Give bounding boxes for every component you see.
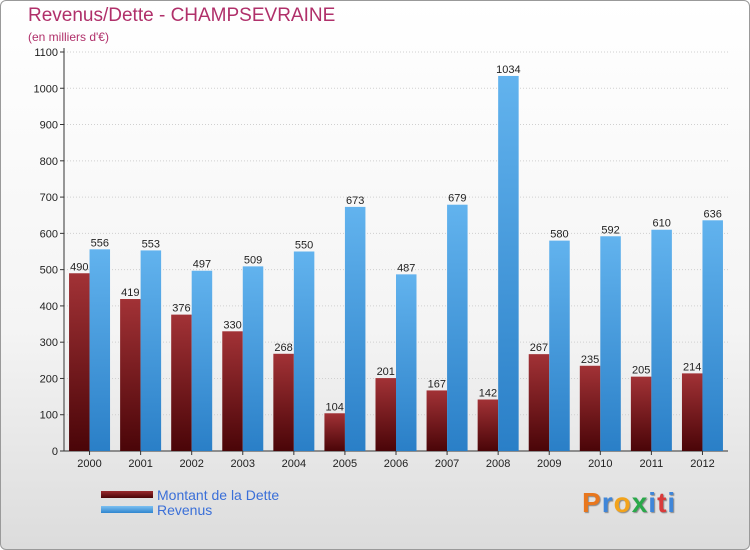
y-tick-label: 600 <box>40 228 58 240</box>
x-tick-label: 2006 <box>384 458 408 470</box>
bar-revenue <box>651 229 672 451</box>
bar-chart: 0100200300400500600700800900100011004905… <box>34 47 728 470</box>
value-label-revenue: 610 <box>652 218 670 230</box>
bar-debt <box>579 365 601 451</box>
chart-subtitle: (en milliers d'€) <box>28 30 109 44</box>
legend-swatch-debt <box>101 491 153 498</box>
bar-debt <box>222 331 243 451</box>
y-tick-label: 300 <box>40 337 58 349</box>
value-label-debt: 330 <box>223 319 241 331</box>
y-tick-label: 900 <box>40 120 58 132</box>
x-tick-label: 2009 <box>537 458 561 470</box>
value-label-debt: 235 <box>581 354 599 366</box>
value-label-revenue: 592 <box>601 224 619 236</box>
bar-debt <box>273 353 294 451</box>
bar-revenue <box>396 274 417 451</box>
value-label-debt: 419 <box>121 287 139 299</box>
value-label-revenue: 556 <box>91 237 109 249</box>
value-label-revenue: 497 <box>193 259 211 271</box>
value-label-debt: 205 <box>632 365 650 377</box>
bar-revenue <box>191 270 213 451</box>
bar-debt <box>120 299 141 451</box>
value-label-revenue: 553 <box>142 238 160 250</box>
value-label-debt: 376 <box>172 303 190 315</box>
bar-revenue <box>600 236 621 451</box>
value-label-debt: 267 <box>530 342 548 354</box>
y-tick-label: 0 <box>52 446 58 458</box>
legend-label-debt: Montant de la Dette <box>157 486 280 503</box>
x-tick-label: 2004 <box>282 458 306 470</box>
value-label-revenue: 580 <box>550 229 568 241</box>
bar-debt <box>477 399 499 451</box>
y-tick-label: 200 <box>40 373 58 385</box>
bar-debt <box>426 390 448 451</box>
bar-revenue <box>344 206 366 451</box>
bar-debt <box>681 373 703 451</box>
value-label-debt: 268 <box>274 342 292 354</box>
value-label-debt: 104 <box>325 401 343 413</box>
x-tick-label: 2010 <box>588 458 612 470</box>
x-tick-label: 2000 <box>77 458 101 470</box>
x-tick-label: 2002 <box>179 458 203 470</box>
value-label-revenue: 550 <box>295 240 313 252</box>
value-label-debt: 142 <box>479 387 497 399</box>
chart-title: Revenus/Dette - CHAMPSEVRAINE <box>28 5 336 26</box>
value-label-revenue: 673 <box>346 195 364 207</box>
bar-debt <box>69 273 90 451</box>
bar-debt <box>375 378 396 451</box>
proxiti-logo: Proxiti <box>582 487 677 518</box>
value-label-debt: 201 <box>377 366 395 378</box>
value-label-revenue: 509 <box>244 254 262 266</box>
y-tick-label: 100 <box>40 410 58 422</box>
value-label-revenue: 636 <box>704 208 722 220</box>
bar-debt <box>528 354 550 451</box>
bar-revenue <box>140 250 162 451</box>
bar-debt <box>324 413 345 451</box>
legend-item-revenue: Revenus <box>101 501 279 518</box>
x-tick-label: 2008 <box>486 458 510 470</box>
y-tick-label: 700 <box>40 192 58 204</box>
y-tick-label: 800 <box>40 156 58 168</box>
x-tick-label: 2011 <box>640 458 664 470</box>
value-label-debt: 167 <box>428 378 446 390</box>
value-label-debt: 490 <box>70 261 88 273</box>
bar-revenue <box>293 251 315 451</box>
value-label-debt: 214 <box>683 361 701 373</box>
y-tick-label: 500 <box>40 265 58 277</box>
legend-swatch-revenue <box>101 506 153 513</box>
y-tick-label: 400 <box>40 301 58 313</box>
y-tick-label: 1100 <box>34 47 58 59</box>
x-tick-label: 2007 <box>435 458 459 470</box>
x-tick-label: 2012 <box>690 458 714 470</box>
bar-revenue <box>242 266 264 451</box>
legend: Montant de la Dette Revenus <box>101 486 280 518</box>
value-label-revenue: 1034 <box>496 64 520 76</box>
bar-revenue <box>89 249 111 451</box>
x-tick-label: 2001 <box>128 458 152 470</box>
bar-debt <box>171 314 192 451</box>
x-tick-label: 2005 <box>333 458 357 470</box>
legend-label-revenue: Revenus <box>157 501 213 518</box>
legend-item-debt: Montant de la Dette <box>101 486 280 503</box>
bar-revenue <box>447 204 468 451</box>
bar-revenue <box>702 220 723 451</box>
y-tick-label: 1000 <box>34 83 58 95</box>
x-tick-label: 2003 <box>231 458 255 470</box>
value-label-revenue: 679 <box>448 193 466 205</box>
bar-debt <box>630 376 652 451</box>
value-label-revenue: 487 <box>397 262 415 274</box>
bar-revenue <box>549 240 570 451</box>
bar-revenue <box>498 75 519 451</box>
